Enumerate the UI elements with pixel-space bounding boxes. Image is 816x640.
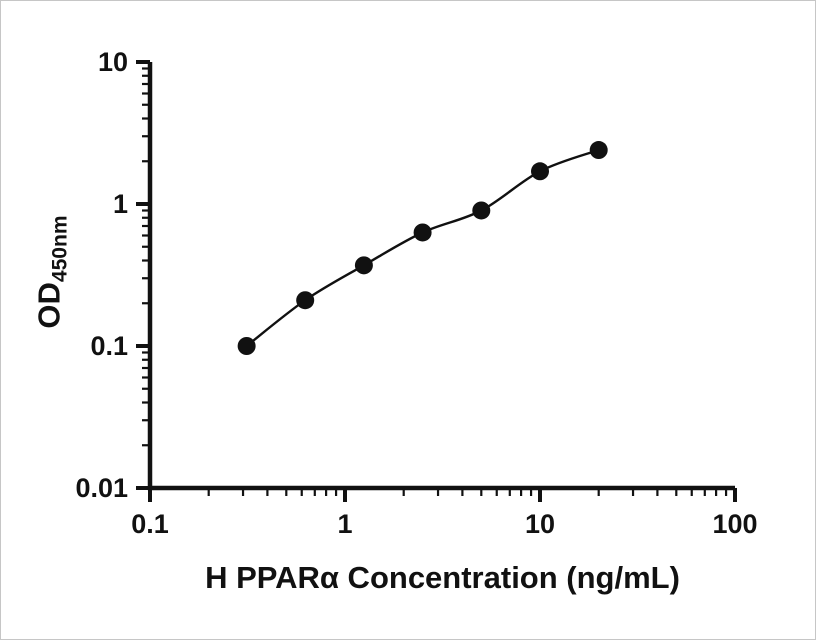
data-point [296, 291, 315, 310]
y-axis-label-subscript: 450nm [48, 215, 72, 283]
data-point [531, 162, 549, 181]
data-point [589, 141, 608, 160]
x-tick-label: 1 [337, 509, 352, 539]
x-tick-label: 0.1 [131, 509, 169, 539]
axis-spines [147, 62, 735, 491]
x-tick-label: 10 [525, 509, 555, 539]
data-point [413, 223, 432, 242]
y-tick-label: 10 [98, 47, 128, 77]
x-axis-label: H PPARα Concentration (ng/mL) [205, 560, 680, 595]
fit-curve [245, 148, 600, 347]
data-point [354, 256, 373, 275]
y-tick-label: 0.01 [75, 473, 128, 503]
data-point [472, 201, 491, 220]
y-axis-label-main: OD [31, 282, 67, 329]
y-axis-label: OD450nm [31, 215, 72, 328]
data-point [237, 337, 256, 355]
x-tick-label: 100 [712, 509, 757, 539]
y-tick-label: 0.1 [90, 331, 128, 361]
y-tick-label: 1 [113, 189, 128, 219]
